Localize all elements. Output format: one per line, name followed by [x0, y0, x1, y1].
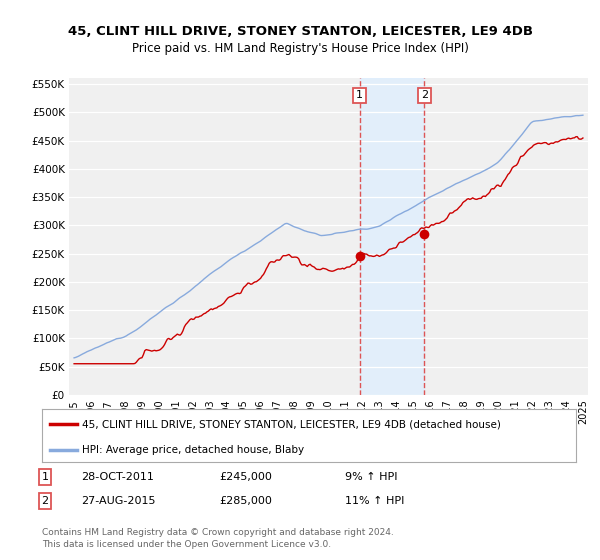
- Text: 28-OCT-2011: 28-OCT-2011: [81, 472, 154, 482]
- Text: 2: 2: [421, 90, 428, 100]
- Text: 2: 2: [41, 496, 49, 506]
- Text: Price paid vs. HM Land Registry's House Price Index (HPI): Price paid vs. HM Land Registry's House …: [131, 42, 469, 55]
- Text: 1: 1: [356, 90, 363, 100]
- Text: 27-AUG-2015: 27-AUG-2015: [81, 496, 155, 506]
- Text: £245,000: £245,000: [219, 472, 272, 482]
- Bar: [359, 78, 424, 395]
- Text: 45, CLINT HILL DRIVE, STONEY STANTON, LEICESTER, LE9 4DB (detached house): 45, CLINT HILL DRIVE, STONEY STANTON, LE…: [82, 420, 501, 430]
- Text: Contains HM Land Registry data © Crown copyright and database right 2024.
This d: Contains HM Land Registry data © Crown c…: [42, 528, 394, 549]
- Text: 45, CLINT HILL DRIVE, STONEY STANTON, LEICESTER, LE9 4DB: 45, CLINT HILL DRIVE, STONEY STANTON, LE…: [67, 25, 533, 39]
- Text: 9% ↑ HPI: 9% ↑ HPI: [345, 472, 398, 482]
- Text: 1: 1: [41, 472, 49, 482]
- Text: HPI: Average price, detached house, Blaby: HPI: Average price, detached house, Blab…: [82, 445, 304, 455]
- Text: 11% ↑ HPI: 11% ↑ HPI: [345, 496, 404, 506]
- Text: £285,000: £285,000: [219, 496, 272, 506]
